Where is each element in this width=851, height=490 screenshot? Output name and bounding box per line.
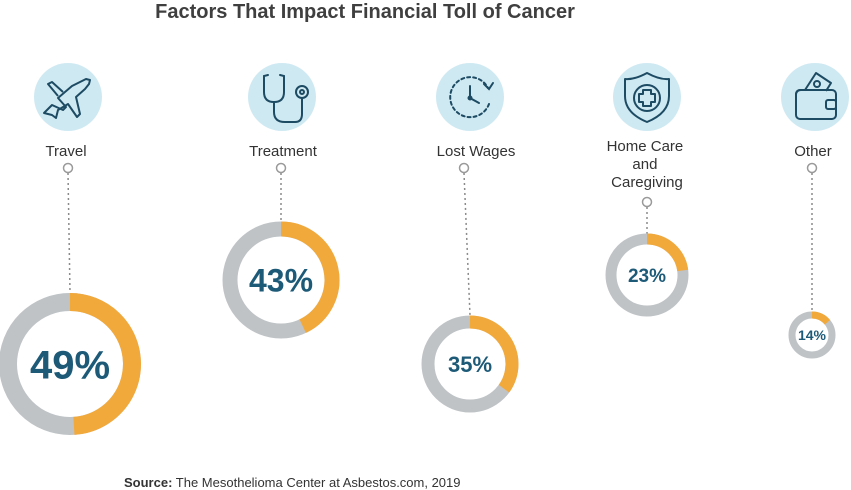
airplane-icon bbox=[34, 63, 102, 131]
wallet-icon bbox=[781, 63, 849, 131]
value-label-other: 14% bbox=[798, 327, 827, 343]
connector-lost-wages bbox=[463, 172, 471, 316]
clock-icon bbox=[436, 63, 504, 131]
value-label-lost-wages: 35% bbox=[448, 352, 492, 377]
label-other: Other bbox=[794, 143, 832, 160]
stethoscope-icon bbox=[248, 63, 316, 131]
label-home-care: Home Care and Caregiving bbox=[607, 138, 688, 191]
source-note: Source: The Mesothelioma Center at Asbes… bbox=[124, 475, 461, 490]
donut-arc-home-care-and-caregiving bbox=[646, 233, 689, 272]
pin-travel bbox=[62, 162, 74, 174]
donut-arc-travel bbox=[69, 293, 141, 435]
donut-arc-lost-wages bbox=[469, 315, 519, 393]
value-label-home-care-and-caregiving: 23% bbox=[628, 266, 666, 287]
label-lost-wages: Lost Wages bbox=[437, 143, 516, 160]
pin-treatment bbox=[275, 162, 287, 174]
donut-arc-other bbox=[811, 311, 831, 325]
chart-title: Factors That Impact Financial Toll of Ca… bbox=[155, 1, 575, 23]
label-travel: Travel bbox=[45, 143, 86, 160]
donut-arc-treatment bbox=[280, 221, 340, 333]
pin-home-care-and-caregiving bbox=[641, 196, 653, 208]
connector-travel bbox=[67, 172, 71, 294]
value-label-treatment: 43% bbox=[249, 263, 313, 299]
pin-other bbox=[806, 162, 818, 174]
medical-shield-icon bbox=[613, 63, 681, 131]
value-label-travel: 49% bbox=[30, 343, 110, 387]
label-treatment: Treatment bbox=[249, 143, 318, 160]
pin-lost-wages bbox=[458, 162, 470, 174]
